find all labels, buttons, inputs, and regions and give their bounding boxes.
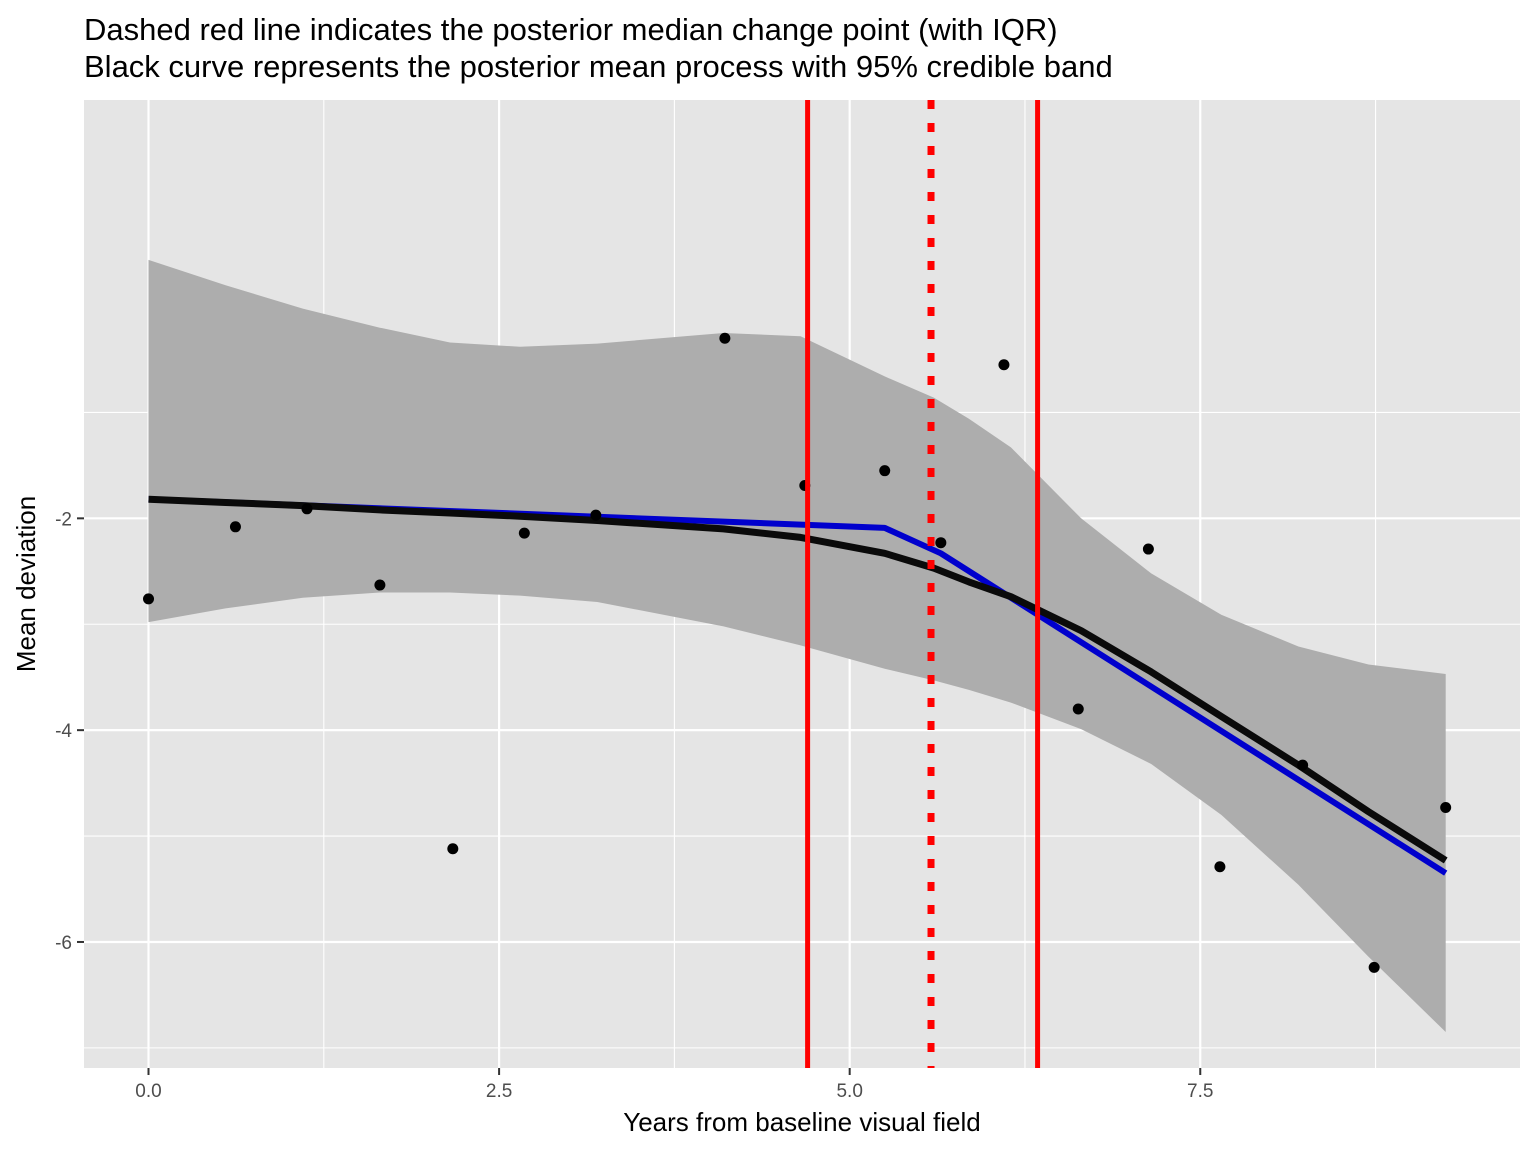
observation-point-4 [447, 843, 459, 855]
credible-band [148, 259, 1446, 1032]
observation-point-11 [998, 359, 1010, 371]
observation-point-1 [229, 521, 241, 533]
observation-point-13 [1142, 543, 1154, 555]
x-axis: 0.0 2.5 5.0 7.5 [135, 1068, 1213, 1102]
x-tick-label-0: 0.0 [135, 1081, 161, 1102]
observation-point-9 [879, 465, 891, 477]
x-axis-title: Years from baseline visual field [623, 1107, 980, 1137]
observation-point-6 [590, 509, 602, 521]
observation-point-14 [1214, 861, 1226, 873]
observation-points [143, 332, 1452, 973]
y-axis-title: Mean deviation [11, 496, 41, 672]
y-tick-label-1: -4 [55, 721, 72, 742]
observation-point-10 [935, 537, 947, 549]
observation-point-17 [1440, 801, 1452, 813]
y-axis: -2 -4 -6 [55, 509, 84, 954]
x-tick-label-1: 2.5 [486, 1081, 512, 1102]
observation-point-5 [518, 527, 530, 539]
mean-process-line [148, 495, 1448, 864]
x-tick-label-3: 7.5 [1187, 1081, 1213, 1102]
observation-point-0 [143, 593, 155, 605]
observation-point-7 [719, 332, 731, 344]
observation-point-3 [374, 579, 386, 591]
x-tick-label-2: 5.0 [836, 1081, 862, 1102]
change-point-lines [805, 100, 1041, 1068]
chart-title-line-2: Black curve represents the posterior mea… [84, 49, 1113, 84]
observation-point-16 [1368, 961, 1380, 973]
observation-point-12 [1072, 703, 1084, 715]
y-tick-label-2: -6 [55, 933, 72, 954]
chart-title-line-1: Dashed red line indicates the posterior … [84, 12, 1058, 47]
observation-point-15 [1297, 759, 1309, 771]
y-tick-label-0: -2 [55, 509, 72, 530]
observation-point-2 [301, 503, 313, 515]
